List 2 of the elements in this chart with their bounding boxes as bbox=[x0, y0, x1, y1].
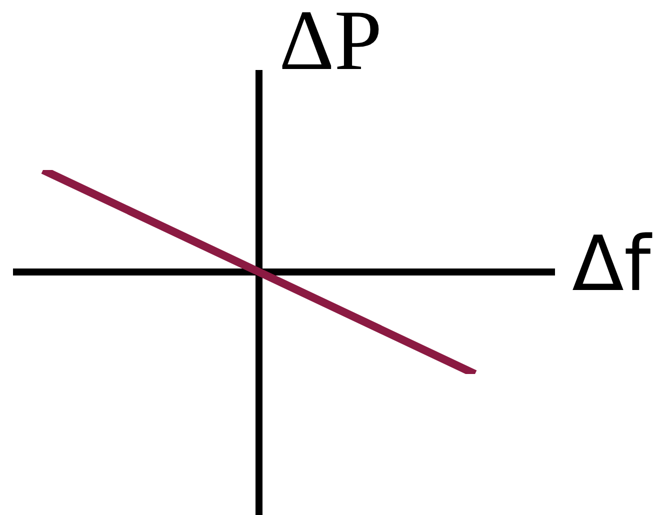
y-axis-title: ΔP bbox=[279, 0, 382, 88]
x-axis-title: Δf bbox=[572, 219, 653, 308]
